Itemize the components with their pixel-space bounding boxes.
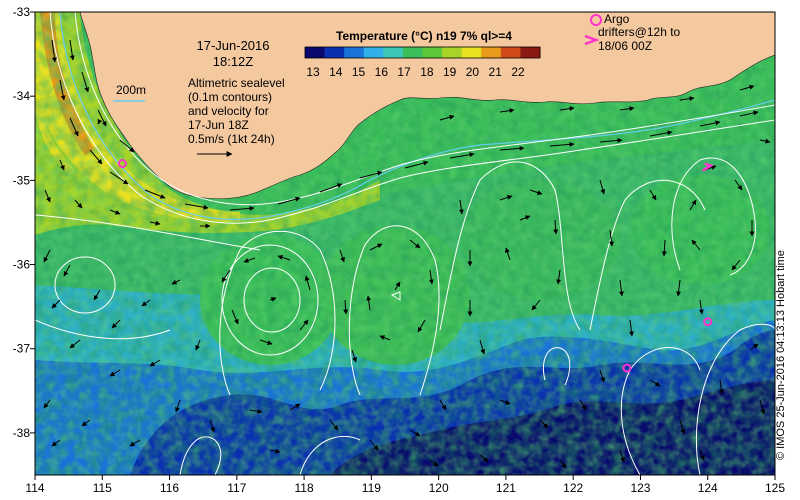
colorbar-swatch xyxy=(324,47,345,58)
drifter-track xyxy=(702,162,714,172)
velocity-arrows xyxy=(43,39,771,469)
lon-tick-label: 125 xyxy=(765,481,785,495)
map-frame xyxy=(34,11,776,476)
lat-tick-label: -35 xyxy=(13,173,31,187)
colorbar-swatch xyxy=(305,47,326,58)
colorbar-swatch xyxy=(461,47,482,58)
sealevel-contours xyxy=(35,12,775,475)
colorbar-swatch xyxy=(442,47,463,58)
lat-tick-label: -36 xyxy=(13,258,31,272)
altimetry-legend: Altimetric sealevel (0.1m contours) and … xyxy=(188,76,285,146)
drifter-legend-icon xyxy=(584,34,600,46)
sst-field xyxy=(35,12,775,475)
drifters-line-1: drifters@12h to xyxy=(598,25,681,39)
lon-tick-label: 119 xyxy=(362,481,381,495)
map-time: 18:12Z xyxy=(212,54,254,69)
lon-tick-label: 118 xyxy=(295,481,314,495)
lon-tick-label: 124 xyxy=(698,481,718,495)
argo-float-marker xyxy=(703,317,713,327)
colorbar-tick-label: 18 xyxy=(420,65,434,79)
axis-ticks: 114 115 116 117 118 119 120 121 122 123 124 125 -33 -… xyxy=(13,5,786,495)
colorbar-title: Temperature (°C) n19 7% ql>=4 xyxy=(336,29,512,43)
argo-legend-icon xyxy=(590,14,602,26)
lon-tick-label: 123 xyxy=(630,481,650,495)
lat-tick-label: -33 xyxy=(13,5,31,19)
colorbar-tick-label: 13 xyxy=(306,65,320,79)
altimetry-line-3: and velocity for xyxy=(188,104,269,118)
map-date: 17-Jun-2016 xyxy=(196,38,270,53)
colorbar-tick-label: 22 xyxy=(511,65,525,79)
isobath-200m xyxy=(59,12,775,221)
lon-tick-label: 114 xyxy=(25,481,44,495)
colorbar-swatch xyxy=(383,47,404,58)
colorbar-tick-label: 17 xyxy=(397,65,411,79)
isobath-label: 200m xyxy=(116,83,147,97)
lon-tick-label: 121 xyxy=(496,481,516,495)
land-mass xyxy=(79,12,775,200)
colorbar-swatches xyxy=(304,46,541,59)
colorbar-swatch xyxy=(402,47,423,58)
colorbar-tick-label: 20 xyxy=(466,65,480,79)
colorbar-swatch xyxy=(520,47,541,58)
altimetry-line-1: Altimetric sealevel xyxy=(188,76,285,90)
colorbar: Temperature (°C) n19 7% ql>=4 13 14 15 16 17… xyxy=(304,29,541,79)
lon-tick-label: 115 xyxy=(93,481,112,495)
argo-layer xyxy=(117,159,714,373)
altimetry-line-4: 17-Jun 18Z xyxy=(188,118,249,132)
colorbar-outline xyxy=(304,46,541,59)
altimetry-line-5: 0.5m/s (1kt 24h) xyxy=(188,132,275,146)
lat-tick-label: -38 xyxy=(13,426,31,440)
lon-tick-label: 122 xyxy=(563,481,583,495)
colorbar-swatch xyxy=(363,47,384,58)
colorbar-swatch xyxy=(481,47,502,58)
colorbar-tick-label: 14 xyxy=(329,65,343,79)
credit-text: © IMOS 25-Jun-2016 04:13:13 Hobart time xyxy=(775,250,787,460)
colorbar-swatch xyxy=(344,47,365,58)
colorbar-tick-label: 21 xyxy=(489,65,503,79)
colorbar-tick-label: 16 xyxy=(375,65,389,79)
lat-tick-label: -37 xyxy=(13,342,31,356)
argo-float-marker xyxy=(622,363,632,373)
colorbar-swatch xyxy=(500,47,521,58)
lat-tick-label: -34 xyxy=(13,89,31,103)
colorbar-tick-label: 19 xyxy=(443,65,457,79)
lon-tick-label: 120 xyxy=(429,481,449,495)
argo-float-marker xyxy=(117,159,127,169)
drifters-legend: drifters@12h to 18/06 00Z xyxy=(598,25,680,53)
colorbar-labels: 13 14 15 16 17 18 19 20 21 22 xyxy=(306,65,525,79)
lon-tick-label: 117 xyxy=(227,481,246,495)
altimetry-line-2: (0.1m contours) xyxy=(188,90,273,104)
map-title: 17-Jun-2016 18:12Z xyxy=(188,38,278,70)
colorbar-tick-label: 15 xyxy=(352,65,366,79)
lon-tick-label: 116 xyxy=(160,481,179,495)
argo-label: Argo xyxy=(604,12,630,26)
drifters-line-2: 18/06 00Z xyxy=(598,39,653,53)
colorbar-swatch xyxy=(422,47,443,58)
